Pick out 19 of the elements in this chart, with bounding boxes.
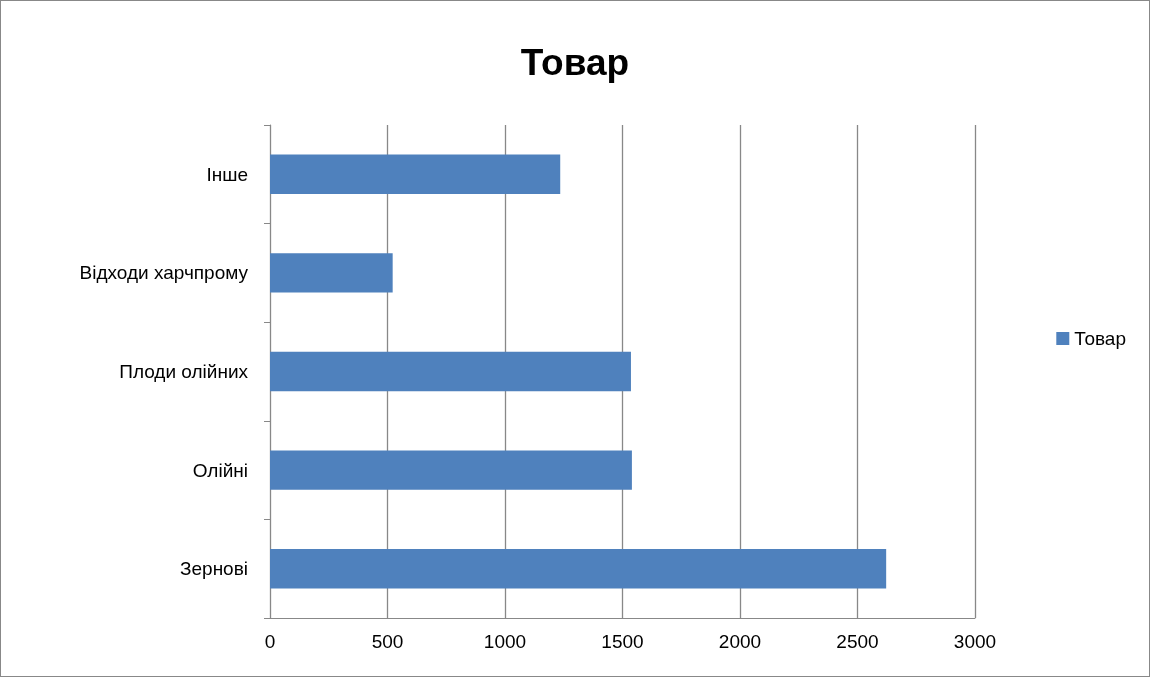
legend-label: Товар	[1074, 328, 1126, 349]
x-tick-label: 2500	[836, 631, 879, 652]
y-tick-label: Інше	[206, 163, 248, 185]
x-tick-label: 1000	[483, 631, 527, 652]
x-tick-label: 2000	[718, 631, 762, 652]
y-tick-label: Відходи харчпрому	[79, 262, 249, 284]
bar	[270, 450, 632, 490]
bar	[270, 548, 887, 589]
bar	[270, 253, 393, 293]
x-tick-label: 500	[371, 631, 404, 652]
y-tick-label: Олійні	[192, 459, 248, 481]
y-tick-label: Плоди олійних	[119, 361, 249, 382]
chart-title: Товар	[520, 42, 630, 83]
bar	[270, 351, 631, 392]
y-tick-label: Зернові	[180, 558, 248, 580]
bar	[270, 154, 561, 195]
x-tick-label: 0	[264, 631, 276, 652]
x-tick-label: 1500	[601, 631, 644, 652]
x-tick-label: 3000	[953, 631, 997, 652]
